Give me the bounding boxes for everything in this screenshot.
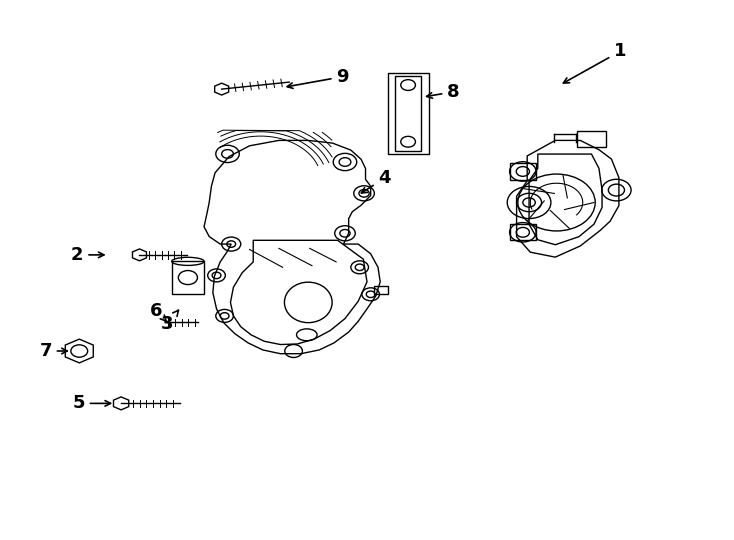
Text: 8: 8 — [426, 83, 460, 101]
Text: 6: 6 — [150, 301, 167, 322]
Text: 3: 3 — [161, 310, 178, 333]
Text: 5: 5 — [72, 394, 111, 413]
Text: 1: 1 — [564, 42, 627, 83]
Text: 9: 9 — [287, 68, 349, 89]
Text: 4: 4 — [361, 169, 391, 193]
Text: 2: 2 — [70, 246, 104, 264]
Text: 7: 7 — [39, 342, 68, 360]
